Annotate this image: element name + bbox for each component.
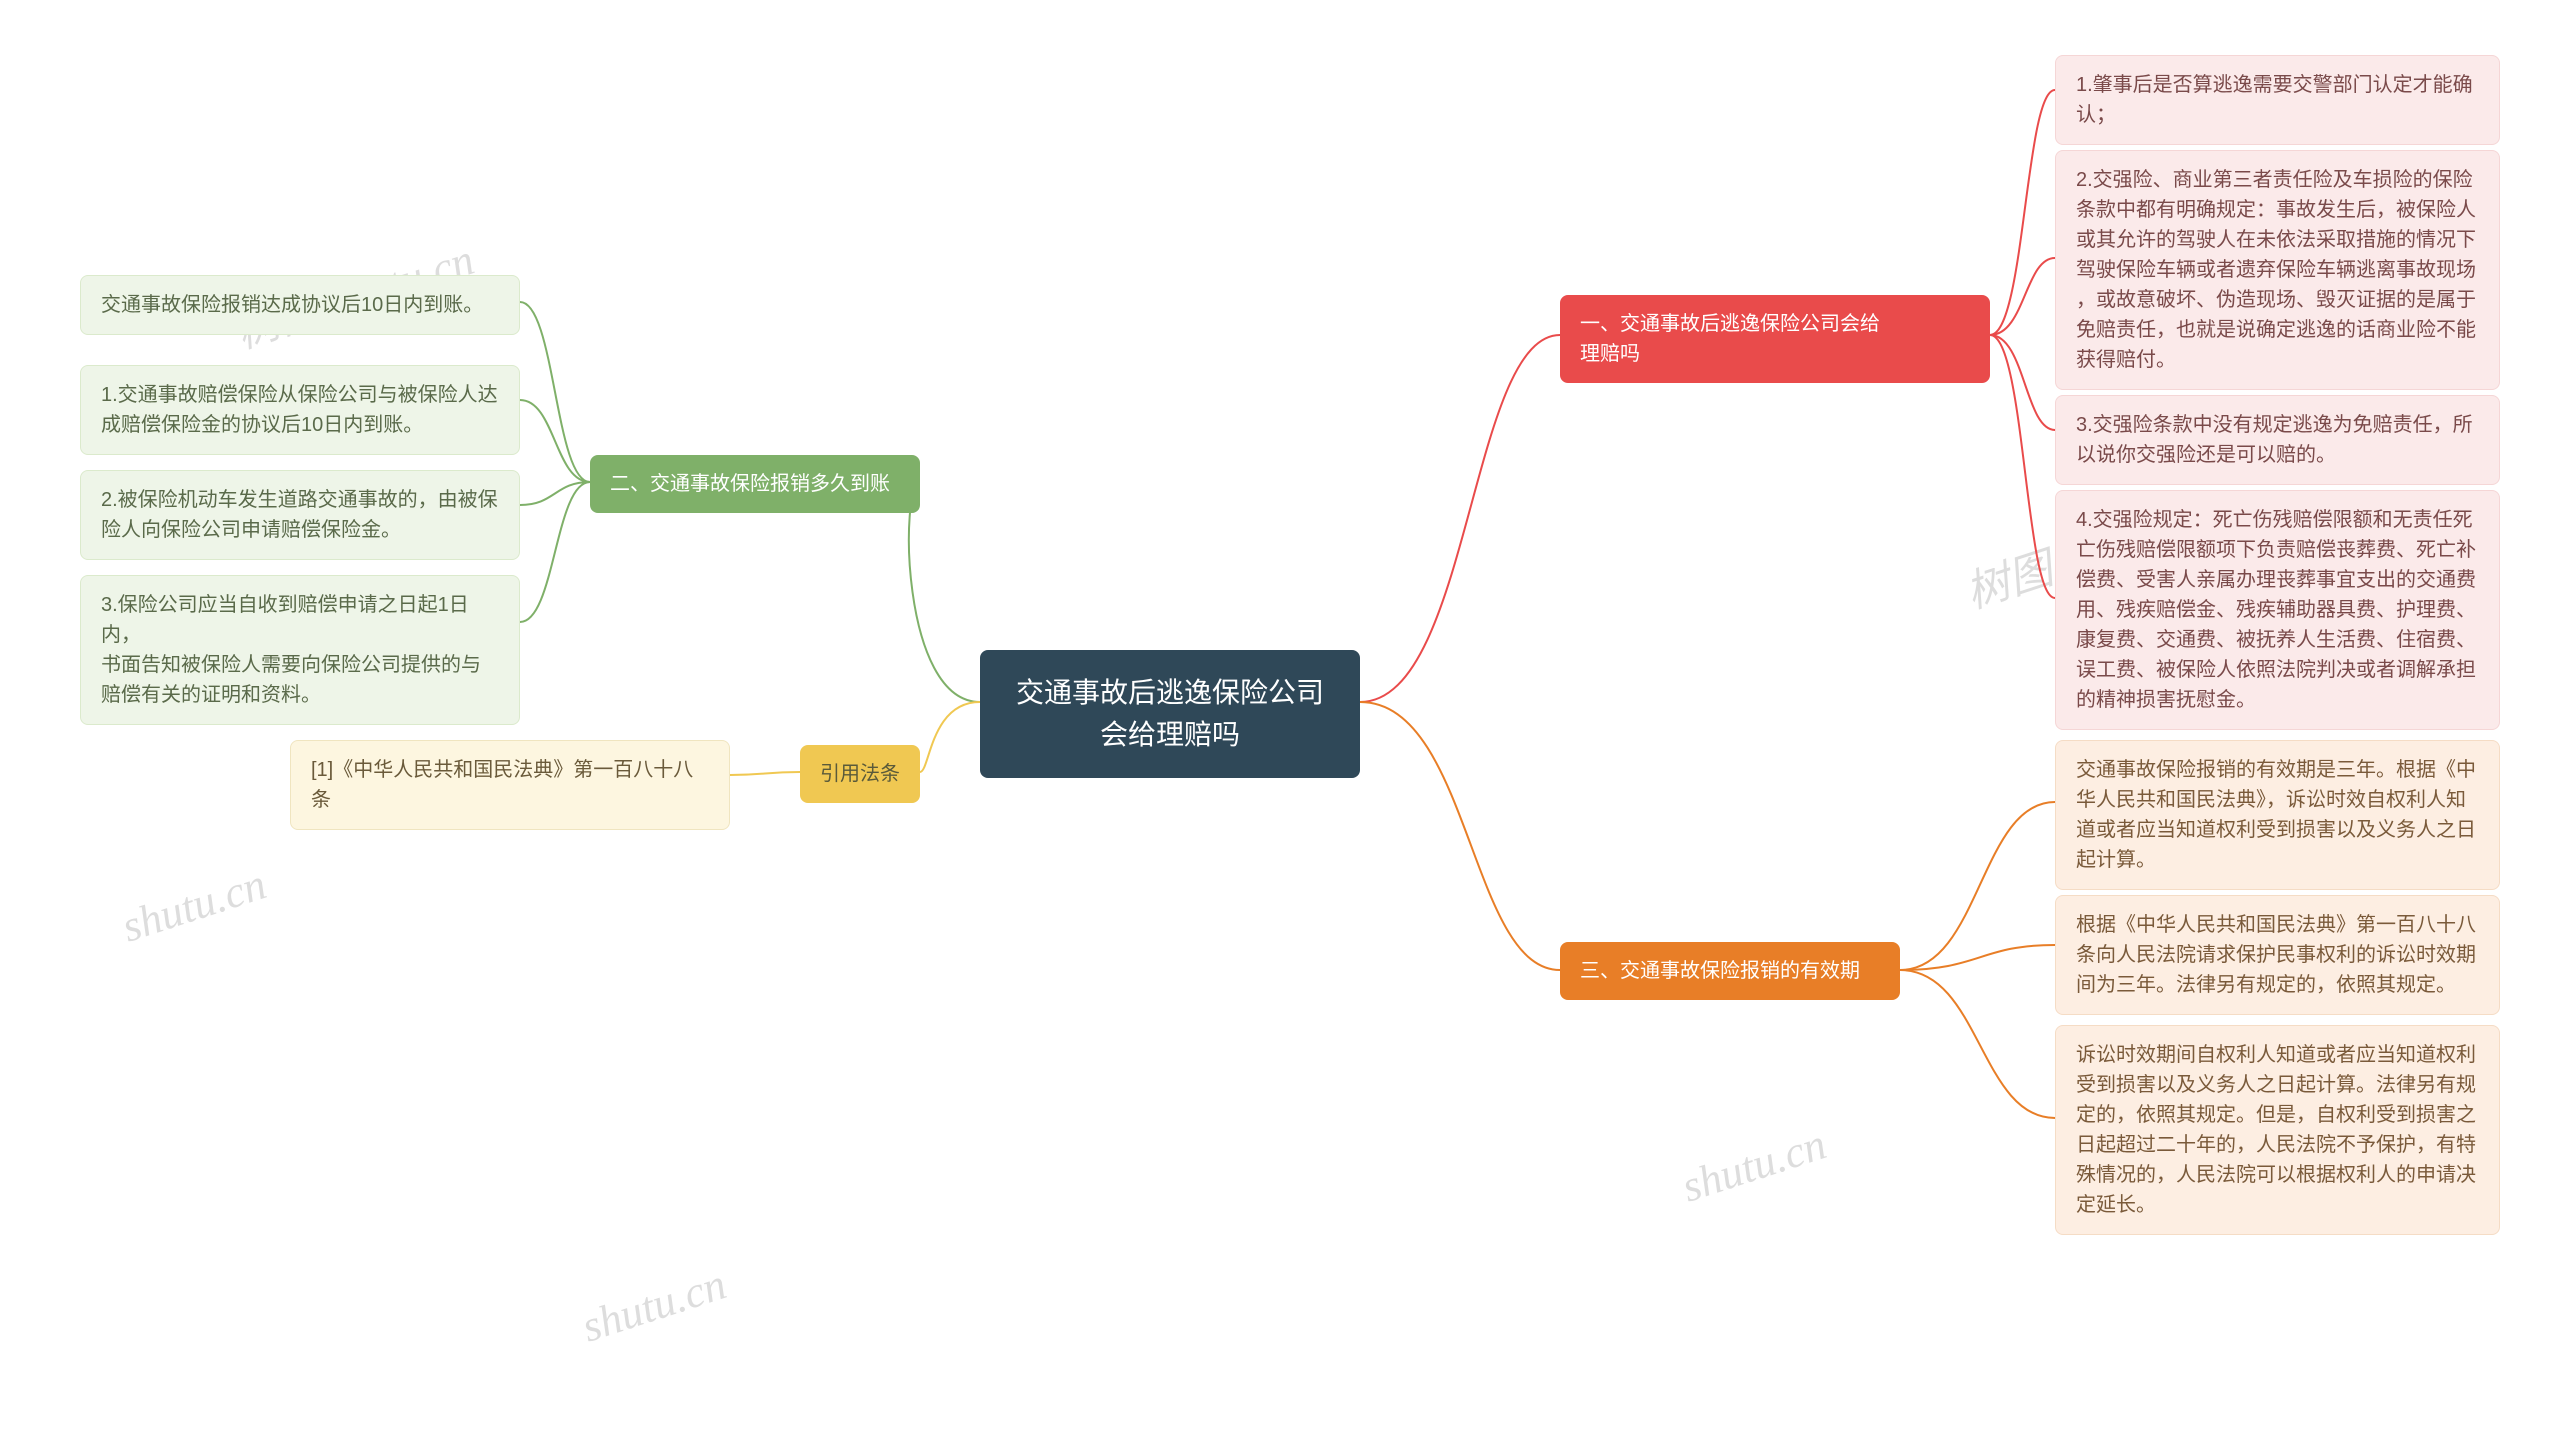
leaf-1-4: 4.交强险规定：死亡伤残赔偿限额和无责任死亡伤残赔偿限额项下负责赔偿丧葬费、死亡…	[2055, 490, 2500, 730]
branch-section-3: 三、交通事故保险报销的有效期	[1560, 942, 1900, 1000]
leaf-1-3: 3.交强险条款中没有规定逃逸为免赔责任，所以说你交强险还是可以赔的。	[2055, 395, 2500, 485]
leaf-2-1: 交通事故保险报销达成协议后10日内到账。	[80, 275, 520, 335]
leaf-1-1: 1.肇事后是否算逃逸需要交警部门认定才能确认；	[2055, 55, 2500, 145]
watermark: shutu.cn	[116, 858, 272, 952]
leaf-2-3: 2.被保险机动车发生道路交通事故的，由被保险人向保险公司申请赔偿保险金。	[80, 470, 520, 560]
root-node: 交通事故后逃逸保险公司会给理赔吗	[980, 650, 1360, 778]
leaf-3-3: 诉讼时效期间自权利人知道或者应当知道权利受到损害以及义务人之日起计算。法律另有规…	[2055, 1025, 2500, 1235]
leaf-1-2: 2.交强险、商业第三者责任险及车损险的保险条款中都有明确规定：事故发生后，被保险…	[2055, 150, 2500, 390]
branch-section-2: 二、交通事故保险报销多久到账	[590, 455, 920, 513]
watermark: shutu.cn	[1676, 1118, 1832, 1212]
leaf-4-1: [1]《中华人民共和国民法典》第一百八十八条	[290, 740, 730, 830]
watermark: shutu.cn	[576, 1258, 732, 1352]
leaf-2-4: 3.保险公司应当自收到赔偿申请之日起1日内，书面告知被保险人需要向保险公司提供的…	[80, 575, 520, 725]
leaf-2-2: 1.交通事故赔偿保险从保险公司与被保险人达成赔偿保险金的协议后10日内到账。	[80, 365, 520, 455]
branch-references: 引用法条	[800, 745, 920, 803]
leaf-3-1: 交通事故保险报销的有效期是三年。根据《中华人民共和国民法典》，诉讼时效自权利人知…	[2055, 740, 2500, 890]
leaf-3-2: 根据《中华人民共和国民法典》第一百八十八条向人民法院请求保护民事权利的诉讼时效期…	[2055, 895, 2500, 1015]
branch-section-1: 一、交通事故后逃逸保险公司会给理赔吗	[1560, 295, 1990, 383]
